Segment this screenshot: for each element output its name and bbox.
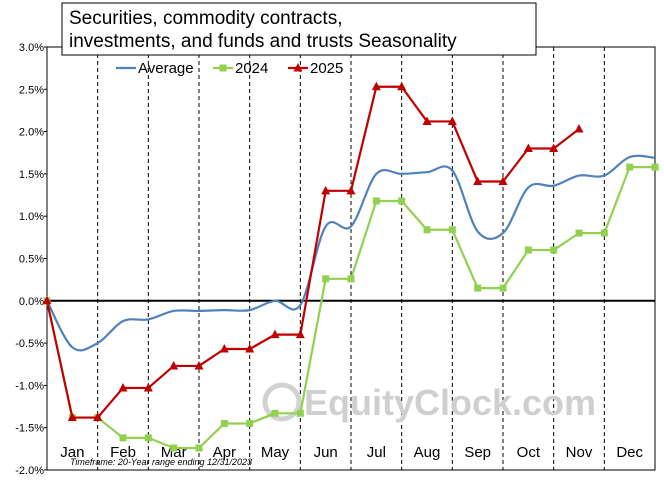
data-point-2025 bbox=[549, 143, 559, 153]
y-tick-label: 1.5% bbox=[19, 169, 44, 181]
data-point-2024 bbox=[651, 163, 659, 171]
y-tick-label: 2.5% bbox=[19, 84, 44, 96]
data-point-2024 bbox=[575, 229, 583, 237]
data-point-2025 bbox=[118, 382, 128, 392]
x-tick-label: Jan bbox=[60, 444, 84, 461]
x-tick-label: Jul bbox=[367, 444, 386, 461]
y-axis-ticks: 3.0% 2.5% 2.0% 1.5% 1.0% 0.5% 0.0% -0.5% -1.0% -1… bbox=[15, 42, 47, 477]
title-line-1: Securities, commodity contracts, bbox=[69, 8, 342, 29]
footnote: Timeframe: 20-Year range ending 12/31/20… bbox=[70, 457, 252, 467]
x-tick-label: Jun bbox=[314, 444, 338, 461]
data-point-2024 bbox=[524, 246, 532, 254]
data-point-2024 bbox=[499, 284, 507, 292]
y-tick-label: 0.0% bbox=[19, 296, 44, 308]
x-tick-label: Nov bbox=[566, 444, 593, 461]
series-line-2025 bbox=[45, 85, 580, 419]
data-point-2024 bbox=[550, 246, 558, 254]
legend-marker-2024 bbox=[219, 64, 227, 72]
x-tick-label: Aug bbox=[414, 444, 441, 461]
watermark-logo-icon bbox=[262, 382, 302, 422]
data-point-2025 bbox=[295, 329, 305, 339]
x-tick-label: May bbox=[261, 444, 290, 461]
x-tick-label: Feb bbox=[110, 444, 136, 461]
data-point-2025 bbox=[523, 143, 533, 153]
data-point-2025 bbox=[42, 295, 52, 305]
data-point-2025 bbox=[447, 116, 457, 125]
x-tick-label: Apr bbox=[213, 444, 236, 461]
y-tick-label: -0.5% bbox=[15, 338, 44, 350]
data-point-2024 bbox=[398, 197, 406, 205]
data-point-2024 bbox=[170, 444, 178, 452]
x-axis-ticks: Jan Feb Mar Apr May Jun Jul Aug Sep Oct Nov Dec bbox=[60, 444, 643, 461]
data-point-2024 bbox=[474, 284, 482, 292]
legend-marker-2025 bbox=[293, 63, 303, 72]
data-point-2024 bbox=[195, 444, 203, 452]
data-point-2024 bbox=[423, 226, 431, 234]
data-point-2024 bbox=[119, 434, 127, 442]
data-point-2024 bbox=[626, 163, 634, 171]
legend-label-2024: 2024 bbox=[235, 60, 268, 77]
data-point-2025 bbox=[422, 116, 432, 125]
x-tick-label: Dec bbox=[616, 444, 643, 461]
data-point-2025 bbox=[143, 382, 153, 392]
data-point-2024 bbox=[220, 419, 228, 427]
data-point-2025 bbox=[270, 329, 280, 339]
legend: Average 2024 2025 bbox=[116, 60, 343, 77]
data-point-2025 bbox=[169, 360, 179, 370]
data-point-2024 bbox=[271, 409, 279, 417]
legend-label-2025: 2025 bbox=[310, 60, 343, 77]
data-point-2025 bbox=[574, 124, 584, 133]
x-tick-label: Oct bbox=[517, 444, 541, 461]
data-point-2024 bbox=[296, 409, 304, 417]
data-point-2025 bbox=[498, 176, 508, 186]
legend-label-average: Average bbox=[138, 60, 194, 77]
data-point-2025 bbox=[219, 344, 229, 353]
data-point-2025 bbox=[321, 185, 331, 195]
y-tick-label: -2.0% bbox=[15, 465, 44, 477]
data-point-2024 bbox=[322, 275, 330, 283]
series-line-average bbox=[46, 154, 656, 352]
data-point-2024 bbox=[144, 434, 152, 442]
y-tick-label: 3.0% bbox=[19, 42, 44, 54]
data-point-2025 bbox=[346, 185, 356, 195]
y-tick-label: 2.0% bbox=[19, 127, 44, 139]
data-point-2025 bbox=[194, 360, 204, 370]
data-point-2025 bbox=[397, 81, 407, 91]
data-point-2025 bbox=[93, 412, 103, 422]
data-point-2025 bbox=[473, 176, 483, 186]
data-point-2024 bbox=[246, 419, 254, 427]
y-tick-label: -1.5% bbox=[15, 423, 44, 435]
watermark-group: EquityClock.com bbox=[262, 382, 596, 423]
x-tick-label: Sep bbox=[464, 444, 491, 461]
data-point-2024 bbox=[600, 229, 608, 237]
chart-title: Securities, commodity contracts, investm… bbox=[61, 2, 537, 56]
y-tick-label: 0.5% bbox=[19, 254, 44, 266]
data-point-2024 bbox=[448, 226, 456, 234]
data-point-2024 bbox=[372, 197, 380, 205]
data-point-2025 bbox=[245, 344, 255, 353]
data-point-2025 bbox=[371, 81, 381, 91]
data-point-2024 bbox=[347, 275, 355, 283]
title-line-2: investments, and funds and trusts Season… bbox=[69, 31, 457, 52]
series-lines bbox=[42, 81, 659, 452]
y-tick-label: 1.0% bbox=[19, 211, 44, 223]
title-box bbox=[61, 2, 537, 56]
data-point-2025 bbox=[67, 412, 77, 422]
grid-lines bbox=[97, 47, 605, 470]
y-tick-label: -1.0% bbox=[15, 380, 44, 392]
watermark-text: EquityClock.com bbox=[304, 382, 596, 423]
